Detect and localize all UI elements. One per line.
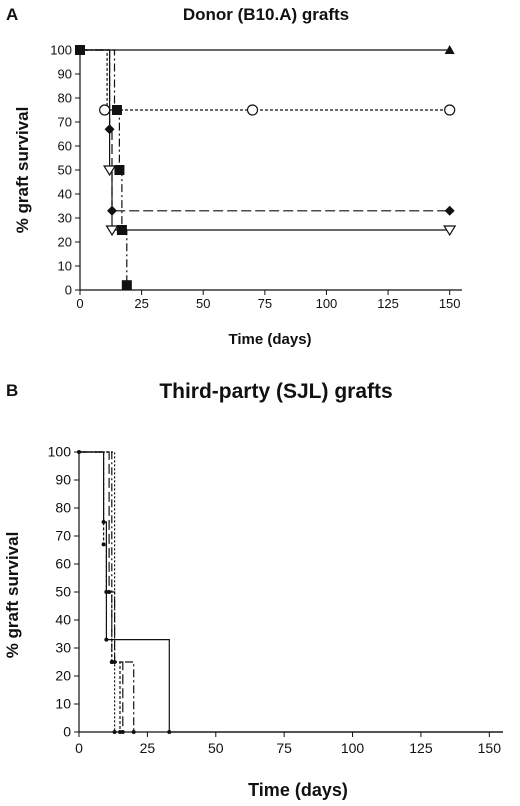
panel-b-series-2-point bbox=[118, 730, 123, 734]
panel-a-ytick-label: 60 bbox=[58, 139, 72, 154]
panel-a-letter: A bbox=[6, 5, 18, 24]
panel-a-ytick-label: 50 bbox=[58, 163, 72, 178]
panel-a-title: Donor (B10.A) grafts bbox=[183, 5, 349, 24]
panel-b-ytick-label: 40 bbox=[55, 612, 71, 628]
panel-b-ytick-label: 70 bbox=[55, 528, 71, 544]
panel-a-xtick-label: 75 bbox=[258, 296, 272, 311]
panel-a-xtick-label: 150 bbox=[439, 296, 461, 311]
panel-a-ytick-label: 0 bbox=[65, 283, 72, 298]
panel-b-series-1-line bbox=[79, 451, 503, 733]
panel-b-series-3-line bbox=[79, 451, 124, 732]
panel-b-series-3-point bbox=[120, 730, 125, 734]
panel-b-plot: 0 10 20 30 40 50 60 70 80 90 100 0 25 50 75 100 125 150 bbox=[48, 444, 503, 756]
panel-a-xtick-label: 25 bbox=[134, 296, 148, 311]
panel-b-ytick-label: 10 bbox=[55, 696, 71, 712]
panel-a-xtick-label: 50 bbox=[196, 296, 210, 311]
panel-b-ytick-label: 60 bbox=[55, 556, 71, 572]
panel-b-xtick-label: 150 bbox=[478, 740, 502, 756]
panel-b-ytick-label: 50 bbox=[55, 584, 71, 600]
panel-a-xtick-label: 125 bbox=[377, 296, 399, 311]
panel-a-series-2-point bbox=[246, 104, 259, 116]
panel-a-ytick-label: 10 bbox=[58, 259, 72, 274]
panel-a-ytick-label: 20 bbox=[58, 235, 72, 250]
panel-a-ytick-label: 40 bbox=[58, 187, 72, 202]
panel-b-ytick-label: 0 bbox=[63, 724, 71, 740]
panel-b-series-3-point bbox=[107, 590, 112, 594]
panel-b-ytick-label: 100 bbox=[48, 444, 72, 460]
panel-b-ytick-label: 90 bbox=[55, 472, 71, 488]
panel-a-series-5-point bbox=[111, 105, 122, 115]
panel-a-series-2-point bbox=[444, 104, 456, 116]
panel-b-series-2-point bbox=[104, 590, 109, 594]
panel-b-xtick-label: 0 bbox=[75, 740, 83, 756]
panel-b-ytick-label: 20 bbox=[55, 668, 71, 684]
panel-a-plot: 0 10 20 30 40 50 60 70 80 90 100 0 25 50 75 100 125 150 bbox=[50, 43, 462, 311]
panel-a-ytick-label: 100 bbox=[50, 43, 72, 58]
panel-a-series-5-point bbox=[121, 280, 132, 291]
panel-b-series-5-point bbox=[112, 730, 117, 734]
panel-b-series-1-point bbox=[104, 637, 109, 642]
panel-a-series-2-point bbox=[99, 104, 111, 116]
panel-a-series-1-point bbox=[444, 45, 455, 54]
panel-b-xtick-label: 25 bbox=[140, 740, 156, 756]
panel-b-xtick-label: 125 bbox=[409, 740, 433, 756]
panel-a-series-3-line bbox=[80, 49, 450, 212]
panel-a-series-4-point bbox=[105, 225, 119, 237]
panel-a-series-4-point bbox=[443, 225, 457, 237]
panel-b-title: Third-party (SJL) grafts bbox=[159, 380, 392, 403]
panel-a-series-4-point bbox=[103, 165, 117, 177]
panel-b-xtick-label: 75 bbox=[276, 740, 292, 756]
panel-b-xlabel: Time (days) bbox=[248, 780, 348, 800]
panel-a-series-3-point bbox=[444, 205, 455, 216]
panel-a-xtick-label: 100 bbox=[316, 296, 338, 311]
panel-b-ylabel: % graft survival bbox=[3, 532, 22, 659]
panel-b-xtick-label: 100 bbox=[341, 740, 365, 756]
panel-a-series-5-point bbox=[114, 165, 125, 175]
panel-b-ytick-label: 30 bbox=[55, 640, 71, 656]
panel-b-letter: B bbox=[6, 381, 18, 400]
panel-a-ytick-label: 80 bbox=[58, 91, 72, 106]
panel-b-ytick-label: 80 bbox=[55, 500, 71, 516]
panel-b-series-1-point bbox=[101, 520, 106, 524]
panel-a-series-2-line bbox=[80, 49, 450, 111]
panel-b-series-4-point bbox=[131, 730, 136, 734]
panel-a-series-4-line bbox=[80, 49, 450, 231]
panel-a-ylabel: % graft survival bbox=[13, 107, 32, 234]
panel-b-xtick-label: 50 bbox=[208, 740, 224, 756]
panel-b-series-4-point bbox=[109, 660, 114, 664]
panel-a-xlabel: Time (days) bbox=[228, 331, 311, 348]
panel-a-ytick-label: 90 bbox=[58, 67, 72, 82]
panel-b-series-2-point bbox=[101, 542, 106, 547]
panel-b-series-1-point bbox=[167, 730, 172, 734]
panel-a-series-5-point bbox=[116, 225, 127, 235]
panel-a-ytick-label: 70 bbox=[58, 115, 72, 130]
panel-a-series-5-point bbox=[75, 45, 85, 55]
panel-a-xtick-label: 0 bbox=[76, 296, 83, 311]
panel-a-ytick-label: 30 bbox=[58, 211, 72, 226]
